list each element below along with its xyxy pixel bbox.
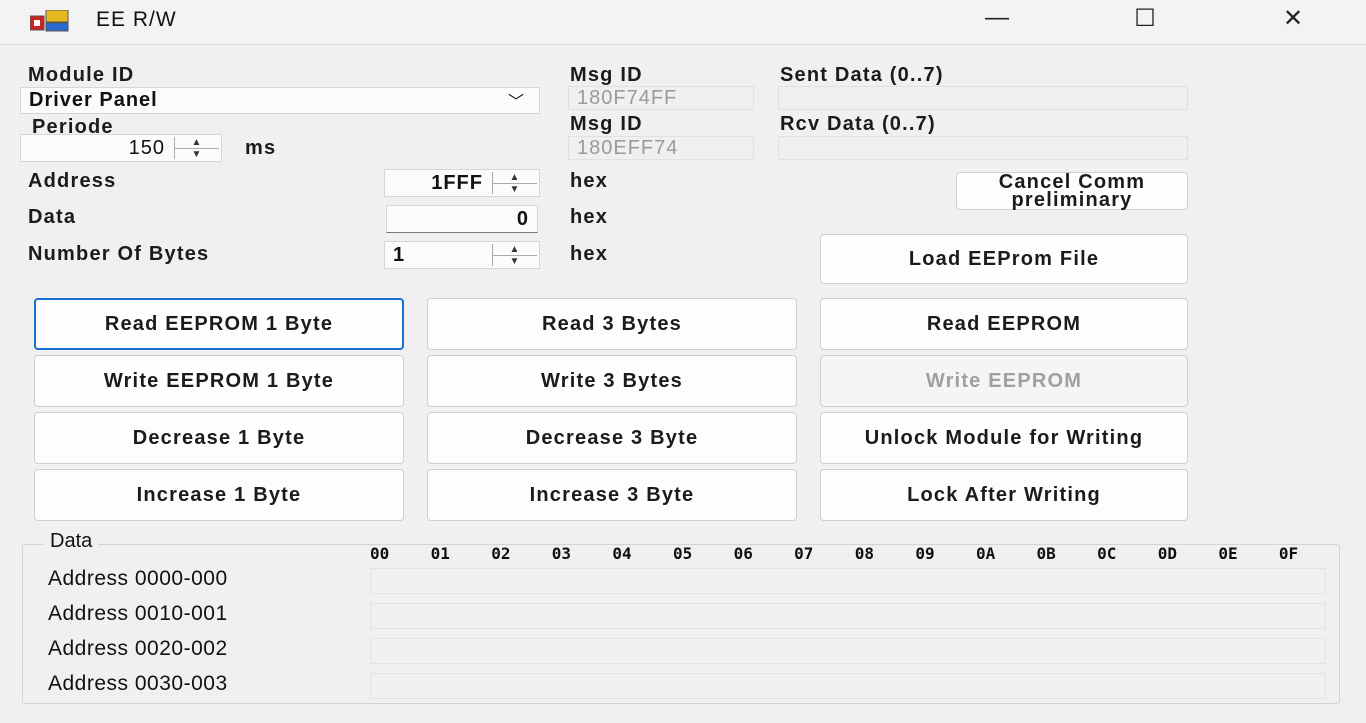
cancel-comm-line2: preliminary — [1011, 189, 1133, 211]
close-button[interactable]: ✕ — [1282, 4, 1304, 32]
rcv-data-label: Rcv Data (0..7) — [780, 113, 936, 135]
down-arrow-icon[interactable]: ▼ — [509, 184, 521, 195]
up-arrow-icon[interactable]: ▲ — [493, 172, 537, 184]
increase-3-byte-button[interactable]: Increase 3 Byte — [427, 469, 797, 521]
hex-column-header: 04 — [612, 544, 632, 563]
number-of-bytes-label: Number Of Bytes — [28, 243, 210, 265]
data-group-label: Data — [44, 530, 99, 553]
module-id-value: Driver Panel — [29, 89, 158, 111]
hex-column-header: 0D — [1157, 544, 1177, 563]
down-arrow-icon[interactable]: ▼ — [191, 149, 203, 160]
address-row-label: Address 0030-003 — [48, 672, 228, 695]
data-input[interactable]: 0 — [386, 205, 538, 233]
write-3-bytes-button[interactable]: Write 3 Bytes — [427, 355, 797, 407]
read-eeprom-1-byte-button[interactable]: Read EEPROM 1 Byte — [34, 298, 404, 350]
address-row-data — [370, 568, 1326, 594]
hex-column-header: 02 — [491, 544, 511, 563]
write-eeprom-button[interactable]: Write EEPROM — [820, 355, 1188, 407]
app-icon — [30, 10, 69, 32]
number-of-bytes-unit: hex — [570, 243, 609, 265]
periode-label: Periode — [32, 116, 114, 138]
maximize-button[interactable]: ☐ — [1134, 4, 1156, 32]
load-eeprom-file-button[interactable]: Load EEProm File — [820, 234, 1188, 284]
number-of-bytes-stepper[interactable]: 1 ▲ ▼ — [384, 241, 540, 269]
unlock-module-button[interactable]: Unlock Module for Writing — [820, 412, 1188, 464]
data-unit: hex — [570, 206, 609, 228]
msg-id-tx-field: 180F74FF — [568, 86, 754, 110]
hex-column-header: 08 — [854, 544, 875, 563]
address-row-data — [370, 638, 1326, 664]
read-eeprom-button[interactable]: Read EEPROM — [820, 298, 1188, 350]
periode-unit: ms — [245, 137, 277, 159]
decrease-3-byte-button[interactable]: Decrease 3 Byte — [427, 412, 797, 464]
sent-data-field — [778, 86, 1188, 110]
chevron-down-icon: ﹀ — [507, 94, 525, 111]
cancel-comm-button[interactable]: Cancel Comm preliminary — [956, 172, 1188, 210]
periode-value: 150 — [128, 136, 165, 159]
hex-column-header: 06 — [733, 544, 753, 563]
address-row-data — [370, 673, 1326, 699]
up-arrow-icon[interactable]: ▲ — [175, 137, 219, 149]
hex-column-header: 0C — [1097, 544, 1117, 563]
address-spin[interactable]: ▲ ▼ — [492, 172, 537, 195]
address-value: 1FFF — [431, 171, 483, 194]
hex-column-header: 07 — [794, 544, 814, 563]
module-id-combobox[interactable]: Driver Panel ﹀ — [20, 87, 540, 114]
msg-id-rx-label: Msg ID — [570, 113, 643, 135]
periode-stepper[interactable]: 150 ▲ ▼ — [20, 134, 222, 162]
window-title: EE R/W — [96, 8, 177, 31]
down-arrow-icon[interactable]: ▼ — [509, 256, 521, 267]
module-id-label: Module ID — [28, 64, 135, 86]
up-arrow-icon[interactable]: ▲ — [493, 244, 537, 256]
number-of-bytes-spin[interactable]: ▲ ▼ — [492, 244, 537, 267]
hex-column-header: 05 — [672, 544, 693, 563]
hex-column-header: 0A — [975, 544, 996, 563]
hex-column-header: 0E — [1218, 544, 1238, 563]
write-eeprom-1-byte-button[interactable]: Write EEPROM 1 Byte — [34, 355, 404, 407]
hex-column-header: 01 — [430, 544, 450, 563]
hex-column-header: 00 — [370, 544, 390, 563]
hex-column-header: 0B — [1036, 544, 1056, 563]
address-stepper[interactable]: 1FFF ▲ ▼ — [384, 169, 540, 197]
increase-1-byte-button[interactable]: Increase 1 Byte — [34, 469, 404, 521]
address-row-label: Address 0010-001 — [48, 602, 228, 625]
data-label: Data — [28, 206, 77, 228]
lock-after-writing-button[interactable]: Lock After Writing — [820, 469, 1188, 521]
sent-data-label: Sent Data (0..7) — [780, 64, 944, 86]
title-bar — [0, 0, 1366, 45]
periode-spin[interactable]: ▲ ▼ — [174, 137, 219, 160]
address-row-data — [370, 603, 1326, 629]
cancel-comm-line1: Cancel Comm — [998, 171, 1146, 193]
address-row-label: Address 0020-002 — [48, 637, 228, 660]
hex-column-headers: 00 01 02 03 04 05 06 07 08 09 0A 0B 0C 0D 0E 0F — [370, 544, 1340, 563]
address-label: Address — [28, 170, 117, 192]
hex-column-header: 09 — [915, 544, 935, 563]
minimize-button[interactable]: — — [985, 4, 1009, 31]
hex-column-header: 0F — [1278, 544, 1299, 563]
msg-id-tx-label: Msg ID — [570, 64, 643, 86]
number-of-bytes-value: 1 — [393, 243, 406, 266]
msg-id-rx-field: 180EFF74 — [568, 136, 754, 160]
hex-column-header: 03 — [551, 544, 572, 563]
decrease-1-byte-button[interactable]: Decrease 1 Byte — [34, 412, 404, 464]
data-groupbox — [22, 544, 1340, 704]
rcv-data-field — [778, 136, 1188, 160]
address-row-label: Address 0000-000 — [48, 567, 228, 590]
read-3-bytes-button[interactable]: Read 3 Bytes — [427, 298, 797, 350]
address-unit: hex — [570, 170, 609, 192]
